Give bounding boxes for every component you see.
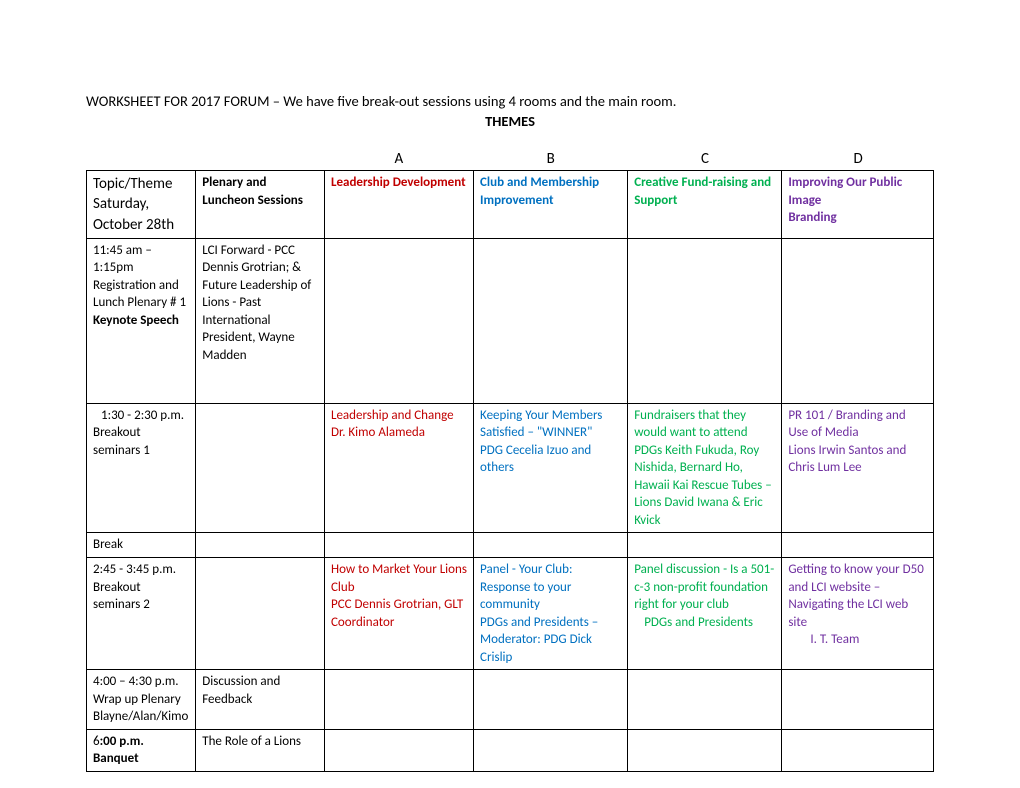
header-leadership: Leadership Development [324, 171, 473, 239]
r2-public-l1: PR 101 / Branding and Use of Media [788, 408, 905, 441]
header-topic: Topic/Theme Saturday, October 28th [87, 171, 196, 239]
header-publicimage: Improving Our Public Image Branding [782, 171, 934, 239]
r4-time: 2:45 - 3:45 p.m. Breakout seminars 2 [87, 557, 196, 669]
r5-time-l3: Blayne/Alan/Kimo [93, 709, 188, 724]
r1-c3 [474, 238, 628, 403]
r5-plenary: Discussion and Feedback [196, 670, 325, 730]
r4-fund: Panel discussion - Is a 501-c-3 non-prof… [628, 557, 782, 669]
table-row: 2:45 - 3:45 p.m. Breakout seminars 2 How… [87, 557, 934, 669]
r4-leadership-l2: PCC Dennis Grotrian, GLT Coordinator [331, 597, 463, 630]
r6-c2 [324, 729, 473, 771]
r6-time: 6:00 p.m. Banquet [87, 729, 196, 771]
r5-time: 4:00 – 4:30 p.m. Wrap up Plenary Blayne/… [87, 670, 196, 730]
r2-time-l2: Breakout seminars 1 [93, 425, 150, 458]
r4-fund-l1: Panel discussion - Is a 501-c-3 non-prof… [634, 562, 774, 612]
r4-public: Getting to know your D50 and LCI website… [782, 557, 934, 669]
col-letter-c: C [628, 150, 782, 168]
table-row: 1:30 - 2:30 p.m. Breakout seminars 1 Lea… [87, 403, 934, 533]
header-topic-l2: Saturday, [93, 195, 149, 213]
col-letter-a: A [324, 150, 473, 168]
column-letters-row: A B C D [86, 150, 934, 168]
r3-c3 [474, 533, 628, 558]
r2-c1 [196, 403, 325, 533]
r1-plenary-text: LCI Forward - PCC Dennis Grotrian; & Fut… [202, 243, 311, 363]
col-letter-d: D [782, 150, 934, 168]
header-fundraising: Creative Fund-raising and Support [628, 171, 782, 239]
r4-club-l2: PDGs and Presidents – Moderator: PDG Dic… [480, 615, 598, 665]
header-topic-l3: October 28th [93, 216, 174, 234]
r6-plenary: The Role of a Lions [196, 729, 325, 771]
r6-c5 [782, 729, 934, 771]
r6-time-b: :00 p.m. Banquet [93, 734, 144, 767]
r1-plenary: LCI Forward - PCC Dennis Grotrian; & Fut… [196, 238, 325, 403]
r2-club-l2: PDG Cecelia Izuo and others [480, 443, 591, 476]
header-publicimage-l2: Branding [788, 210, 836, 225]
r2-time: 1:30 - 2:30 p.m. Breakout seminars 1 [87, 403, 196, 533]
header-plenary: Plenary and Luncheon Sessions [196, 171, 325, 239]
r3-c1 [196, 533, 325, 558]
r2-public: PR 101 / Branding and Use of Media Lions… [782, 403, 934, 533]
header-topic-l1: Topic/Theme [93, 175, 172, 193]
r4-public-l2: I. T. Team [788, 631, 859, 649]
r2-public-l2: Lions Irwin Santos and Chris Lum Lee [788, 443, 906, 476]
r4-club: Panel - Your Club: Response to your comm… [474, 557, 628, 669]
r1-time-l2: Registration and Lunch Plenary # 1 [93, 278, 186, 311]
col-letter-b: B [474, 150, 628, 168]
table-row: 4:00 – 4:30 p.m. Wrap up Plenary Blayne/… [87, 670, 934, 730]
r5-c2 [324, 670, 473, 730]
schedule-table: Topic/Theme Saturday, October 28th Plena… [86, 170, 934, 772]
table-row: 6:00 p.m. Banquet The Role of a Lions [87, 729, 934, 771]
r1-c4 [628, 238, 782, 403]
r2-leadership-l1: Leadership and Change [331, 408, 454, 423]
r4-leadership-l1: How to Market Your Lions Club [331, 562, 467, 595]
r4-club-l1: Panel - Your Club: Response to your comm… [480, 562, 572, 612]
r5-time-l1: 4:00 – 4:30 p.m. [93, 674, 179, 689]
r6-time-a: 6 [93, 734, 100, 749]
r4-leadership: How to Market Your Lions Club PCC Dennis… [324, 557, 473, 669]
r5-c3 [474, 670, 628, 730]
table-row: 11:45 am – 1:15pm Registration and Lunch… [87, 238, 934, 403]
r1-time-l1: 11:45 am – 1:15pm [93, 243, 152, 276]
r3-c4 [628, 533, 782, 558]
r1-time-l3: Keynote Speech [93, 313, 179, 328]
r3-c2 [324, 533, 473, 558]
r1-c2 [324, 238, 473, 403]
page-title: WORKSHEET FOR 2017 FORUM – We have five … [86, 92, 934, 110]
table-header-row: Topic/Theme Saturday, October 28th Plena… [87, 171, 934, 239]
r6-c4 [628, 729, 782, 771]
r2-leadership-l2: Dr. Kimo Alameda [331, 425, 425, 440]
table-row-break: Break [87, 533, 934, 558]
r4-fund-l2: PDGs and Presidents [634, 614, 753, 632]
header-publicimage-l1: Improving Our Public Image [788, 175, 902, 208]
worksheet-page: WORKSHEET FOR 2017 FORUM – We have five … [0, 0, 1020, 772]
r5-c5 [782, 670, 934, 730]
r4-public-l1: Getting to know your D50 and LCI website… [788, 562, 923, 630]
r2-leadership: Leadership and Change Dr. Kimo Alameda [324, 403, 473, 533]
r3-c5 [782, 533, 934, 558]
r1-time: 11:45 am – 1:15pm Registration and Lunch… [87, 238, 196, 403]
page-subtitle: THEMES [86, 112, 934, 130]
r2-time-l1: 1:30 - 2:30 p.m. [93, 407, 184, 425]
r3-break: Break [87, 533, 196, 558]
r5-time-l2: Wrap up Plenary [93, 692, 181, 707]
r5-c4 [628, 670, 782, 730]
header-club: Club and Membership Improvement [474, 171, 628, 239]
r2-club-l1: Keeping Your Members Satisfied – "WINNER… [480, 408, 602, 441]
r4-time-l1: 2:45 - 3:45 p.m. [93, 562, 176, 577]
r2-club: Keeping Your Members Satisfied – "WINNER… [474, 403, 628, 533]
r4-time-l2: Breakout seminars 2 [93, 580, 150, 613]
r4-c1 [196, 557, 325, 669]
r1-c5 [782, 238, 934, 403]
r2-fund: Fundraisers that they would want to atte… [628, 403, 782, 533]
r6-c3 [474, 729, 628, 771]
